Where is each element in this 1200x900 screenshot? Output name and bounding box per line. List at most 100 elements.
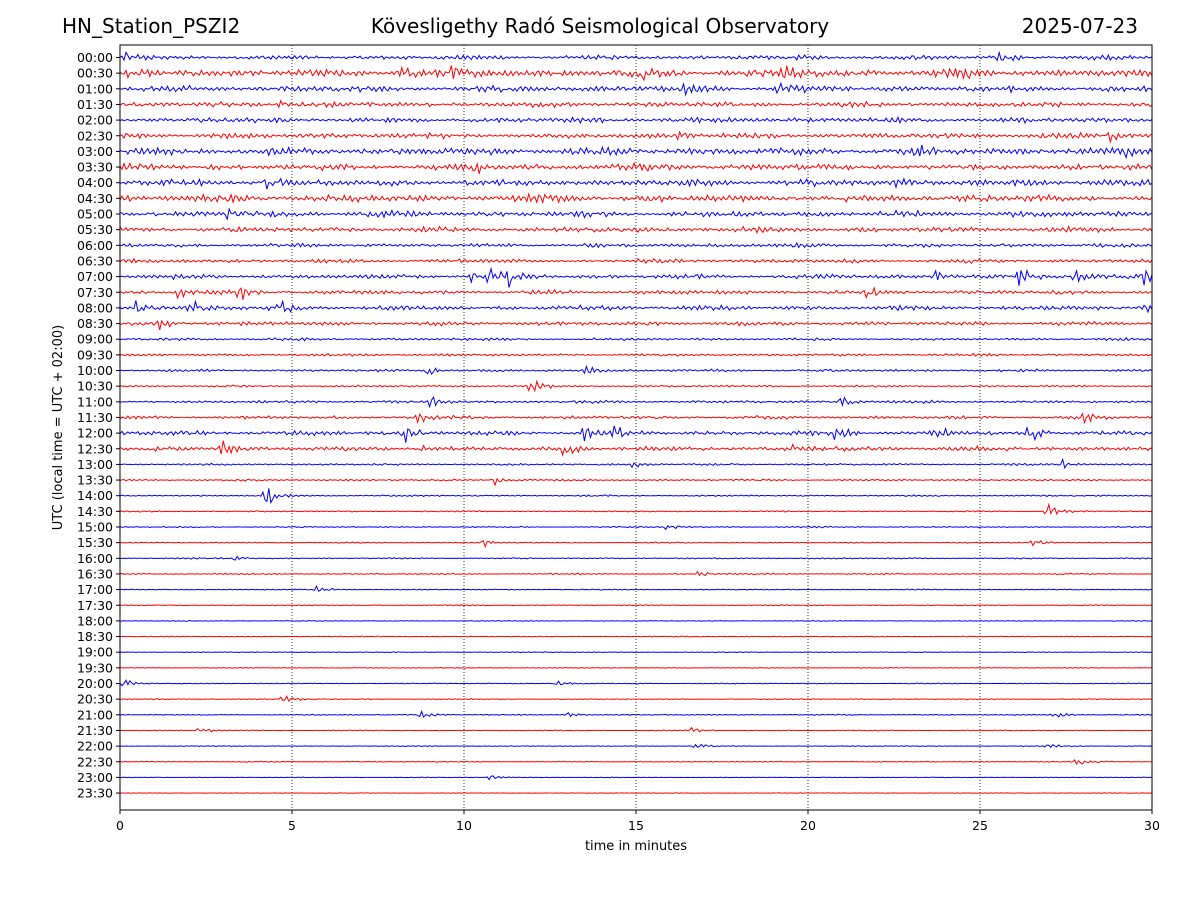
trace-0030 [119,65,1153,82]
y-tick-label-0930: 09:30 [77,347,113,362]
trace-0830 [119,319,1153,330]
trace-2330 [119,792,1153,794]
y-axis-label: UTC (local time = UTC + 02:00) [51,325,66,530]
trace-0700 [119,266,1153,288]
y-tick-label-0330: 03:30 [77,160,113,175]
x-tick-label-10: 10 [456,818,472,833]
y-tick-group: 00:0000:3001:0001:3002:0002:3003:0003:30… [77,50,120,801]
y-tick-label-1700: 17:00 [77,582,113,597]
trace-0230 [119,130,1153,144]
y-tick-label-1430: 14:30 [77,504,113,519]
trace-group [119,50,1153,794]
y-tick-label-2130: 21:30 [77,723,113,738]
y-tick-label-2230: 22:30 [77,754,113,769]
trace-1330 [119,477,1153,487]
y-tick-label-0830: 08:30 [77,316,113,331]
y-tick-label-0300: 03:00 [77,144,113,159]
trace-2130 [119,726,1153,733]
trace-1400 [119,488,1153,505]
y-tick-label-2000: 20:00 [77,676,113,691]
observatory-title: Kövesligethy Radó Seismological Observat… [370,14,830,38]
y-tick-label-0730: 07:30 [77,285,113,300]
y-tick-label-2330: 23:30 [77,786,113,801]
trace-1900 [119,651,1153,654]
trace-2000 [119,679,1153,687]
y-tick-label-0000: 00:00 [77,50,113,65]
trace-2030 [119,695,1153,702]
y-tick-label-0100: 01:00 [77,81,113,96]
y-tick-label-0230: 02:30 [77,128,113,143]
x-tick-label-15: 15 [628,818,644,833]
trace-2300 [119,775,1153,781]
station-title: HN_Station_PSZI2 [62,14,241,38]
y-tick-label-1030: 10:30 [77,379,113,394]
trace-0630 [119,257,1153,265]
x-tick-label-5: 5 [288,818,296,833]
x-tick-label-30: 30 [1144,818,1160,833]
trace-0500 [119,207,1153,221]
x-axis-label: time in minutes [585,839,687,854]
trace-0930 [119,352,1153,358]
trace-0600 [119,241,1153,249]
trace-1800 [119,619,1153,622]
y-tick-label-0430: 04:30 [77,191,113,206]
trace-1500 [119,525,1153,531]
y-tick-label-0630: 06:30 [77,253,113,268]
trace-0130 [119,99,1153,109]
y-tick-label-0130: 01:30 [77,97,113,112]
y-tick-label-0400: 04:00 [77,175,113,190]
trace-1730 [119,604,1153,607]
y-tick-label-1630: 16:30 [77,566,113,581]
trace-2200 [119,743,1153,749]
trace-2230 [119,759,1153,765]
trace-1300 [119,457,1153,470]
y-tick-label-0800: 08:00 [77,300,113,315]
trace-0100 [119,81,1153,97]
vertical-grid [291,45,981,810]
trace-1000 [119,364,1153,375]
trace-1030 [119,379,1153,393]
trace-0800 [119,299,1153,314]
trace-1700 [119,584,1153,592]
date-title: 2025-07-23 [1021,14,1138,38]
y-tick-label-2100: 21:00 [77,707,113,722]
y-tick-label-2300: 23:00 [77,770,113,785]
trace-1600 [119,555,1153,561]
y-tick-label-2200: 22:00 [77,739,113,754]
trace-1430 [119,502,1153,516]
y-tick-label-1000: 10:00 [77,363,113,378]
trace-1930 [119,666,1153,669]
trace-0530 [119,225,1153,235]
y-tick-label-1830: 18:30 [77,629,113,644]
y-tick-label-1530: 15:30 [77,535,113,550]
y-tick-label-1230: 12:30 [77,441,113,456]
y-tick-label-1330: 13:30 [77,473,113,488]
y-tick-label-2030: 20:30 [77,692,113,707]
y-tick-label-0530: 05:30 [77,222,113,237]
trace-1530 [119,540,1153,549]
trace-1830 [119,635,1153,638]
y-tick-label-1130: 11:30 [77,410,113,425]
y-tick-label-1200: 12:00 [77,426,113,441]
y-tick-label-1730: 17:30 [77,598,113,613]
y-tick-label-0700: 07:00 [77,269,113,284]
y-tick-label-0900: 09:00 [77,332,113,347]
trace-0000 [119,50,1153,62]
y-tick-label-0030: 00:30 [77,66,113,81]
x-tick-label-25: 25 [972,818,988,833]
y-tick-label-1100: 11:00 [77,394,113,409]
y-tick-label-1800: 18:00 [77,613,113,628]
trace-0400 [119,177,1153,190]
x-tick-label-0: 0 [116,818,124,833]
y-tick-label-1900: 19:00 [77,645,113,660]
y-tick-label-1500: 15:00 [77,520,113,535]
x-tick-group: 0 5 10 15 20 25 30 [116,810,1160,833]
trace-0730 [119,286,1153,300]
y-tick-label-1400: 14:00 [77,488,113,503]
trace-1200 [119,425,1153,443]
trace-0200 [119,115,1153,125]
trace-1130 [119,412,1153,425]
trace-1630 [119,570,1153,577]
trace-2100 [119,709,1153,719]
